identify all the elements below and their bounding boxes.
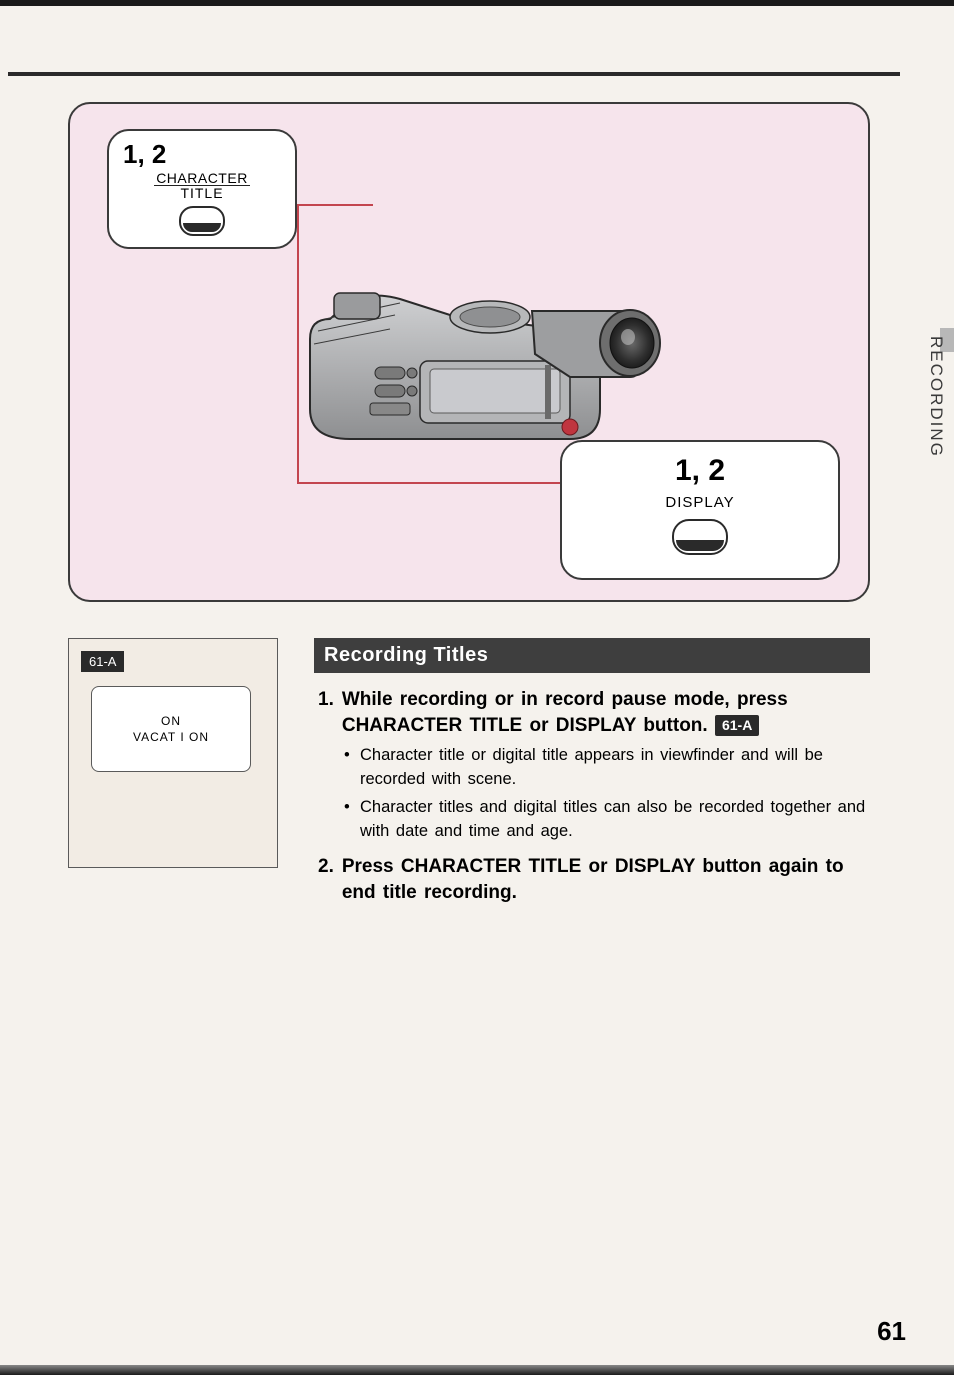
step-1-line2: CHARACTER TITLE or DISPLAY button. [342,715,708,736]
viewfinder-example: 61-A ON VACAT I ON [68,638,278,868]
callout-top-label2: TITLE [109,186,295,200]
steps: 1. While recording or in record pause mo… [314,687,870,905]
step-1-badge: 61-A [715,715,759,736]
callout-bot-number: 1, 2 [562,454,838,488]
step-2-text: Press CHARACTER TITLE or DISPLAY button … [342,854,870,905]
step-1-number: 1. [318,687,334,738]
step-1-bullet-1: Character title or digital title appears… [344,744,870,792]
step-1-bullets: Character title or digital title appears… [344,744,870,844]
lead-line [297,482,560,484]
step-1-line1: While recording or in record pause mode,… [342,689,788,710]
step-2-number: 2. [318,854,334,905]
callout-top-number: 1, 2 [123,139,295,170]
viewfinder-line2: VACAT I ON [133,730,209,744]
lead-line [297,204,373,206]
viewfinder-line1: ON [161,714,181,728]
camcorder-illustration [270,239,690,459]
bottom-shadow [0,1365,954,1375]
page-number: 61 [877,1316,906,1347]
illustration-panel: 1, 2 CHARACTER TITLE [68,102,870,602]
display-button-icon [672,519,728,555]
step-2-heading: 2. Press CHARACTER TITLE or DISPLAY butt… [318,854,870,905]
callout-bot-label: DISPLAY [562,494,838,511]
step-1-bullet-2: Character titles and digital titles can … [344,796,870,844]
step-1-heading: 1. While recording or in record pause mo… [318,687,870,738]
content-column: Recording Titles 1. While recording or i… [314,638,870,905]
viewfinder-screen: ON VACAT I ON [91,686,251,772]
character-title-button-icon [179,206,225,236]
section-tab: RECORDING [926,336,946,458]
callout-display: 1, 2 DISPLAY [560,440,840,580]
callout-character-title: 1, 2 CHARACTER TITLE [107,129,297,249]
viewfinder-badge: 61-A [81,651,124,672]
section-header: Recording Titles [314,638,870,673]
callout-top-label1: CHARACTER [109,171,295,186]
page: 1, 2 CHARACTER TITLE [0,0,954,1375]
